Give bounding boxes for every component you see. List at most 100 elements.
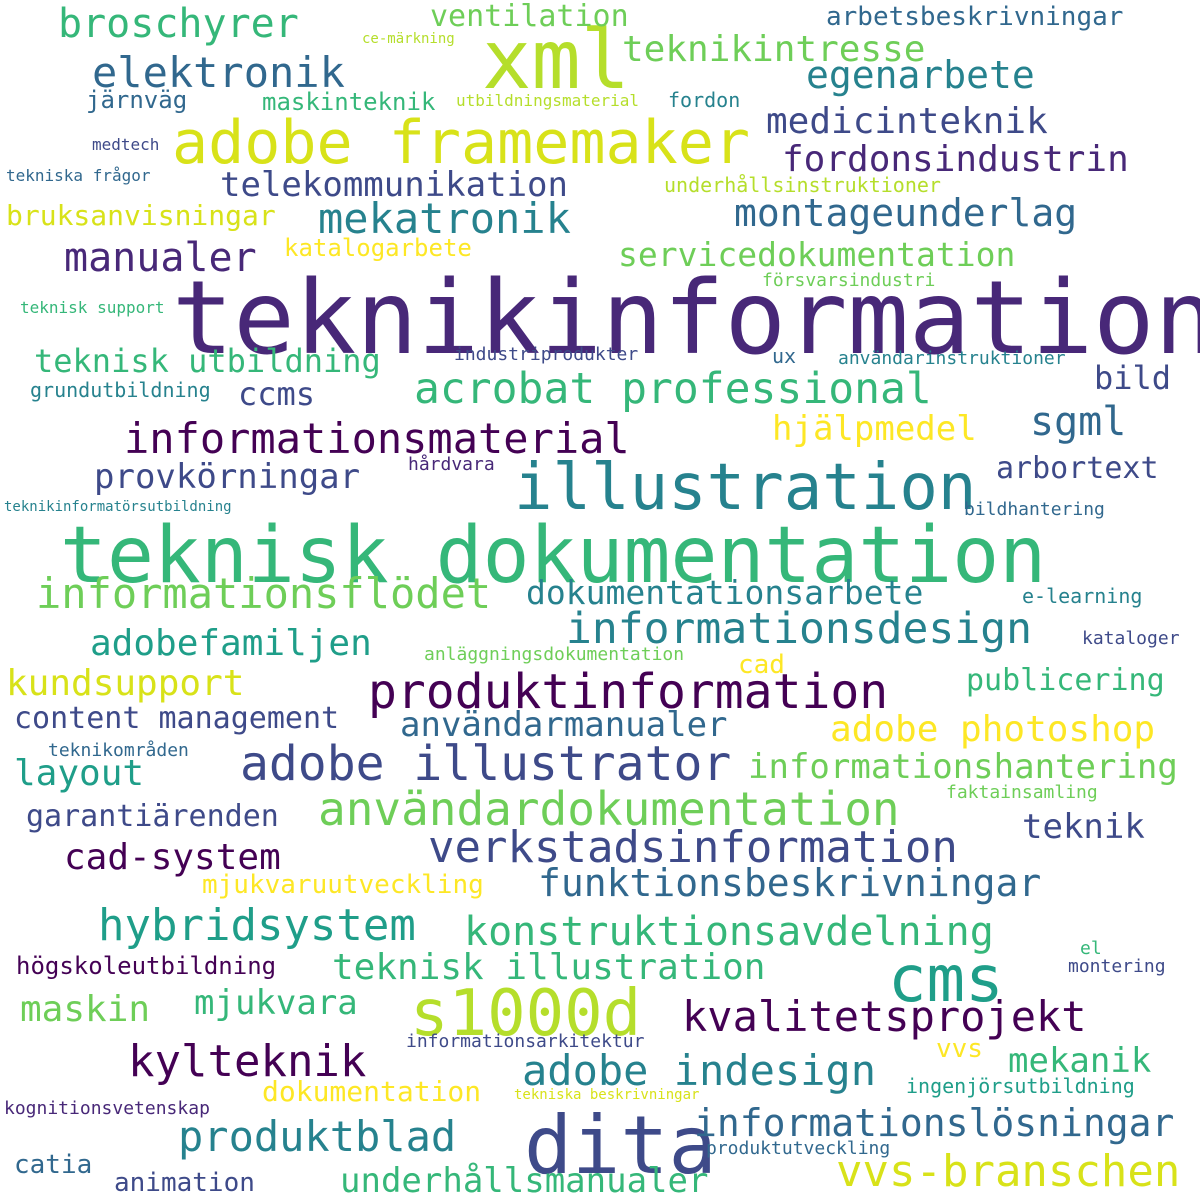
word: cad-system bbox=[64, 837, 281, 878]
word: informationsdesign bbox=[566, 604, 1032, 654]
word: sgml bbox=[1030, 399, 1127, 445]
word: el bbox=[1080, 938, 1102, 959]
word: mekanik bbox=[1008, 1041, 1152, 1081]
word: teknikintresse bbox=[622, 29, 926, 70]
word: informationsflödet bbox=[36, 569, 492, 618]
word: adobe photoshop bbox=[830, 709, 1156, 750]
word: provkörningar bbox=[94, 457, 361, 497]
word: vvs-branschen bbox=[836, 1146, 1181, 1197]
word: ingenjörsutbildning bbox=[906, 1074, 1135, 1098]
word: cms bbox=[888, 943, 1004, 1017]
word: garantiärenden bbox=[26, 799, 279, 834]
word: hybridsystem bbox=[98, 900, 416, 951]
word: hjälpmedel bbox=[772, 409, 977, 449]
word: kvalitetsprojekt bbox=[682, 992, 1087, 1041]
word: mjukvaruutveckling bbox=[202, 870, 484, 900]
word: catia bbox=[14, 1150, 93, 1180]
word: informationshantering bbox=[748, 747, 1178, 787]
word: teknisk utbildning bbox=[34, 342, 381, 380]
word: layout bbox=[14, 753, 145, 794]
word: bild bbox=[1094, 359, 1172, 397]
word: verkstadsinformation bbox=[428, 822, 958, 873]
word: ccms bbox=[238, 375, 316, 413]
word: informationsarkitektur bbox=[406, 1031, 645, 1052]
word: produktutveckling bbox=[706, 1138, 891, 1159]
word: teknik bbox=[1022, 807, 1145, 847]
word: produktinformation bbox=[368, 664, 889, 720]
word: teknikinformatörsutbildning bbox=[4, 499, 232, 515]
word: animation bbox=[114, 1168, 255, 1198]
word: kataloger bbox=[1082, 628, 1180, 649]
word: kundsupport bbox=[6, 663, 245, 704]
word: anläggningsdokumentation bbox=[424, 644, 685, 665]
word: teknikinformation bbox=[172, 259, 1200, 378]
word: katalogarbete bbox=[284, 234, 472, 262]
word: maskinteknik bbox=[262, 88, 436, 116]
word: fordonsindustrin bbox=[782, 139, 1129, 180]
word: fordon bbox=[668, 88, 741, 112]
word: montageunderlag bbox=[734, 191, 1078, 235]
word: dokumentationsarbete bbox=[526, 573, 924, 612]
word: elektronik bbox=[92, 48, 345, 97]
word: teknisk illustration bbox=[332, 947, 766, 988]
word: funktionsbeskrivningar bbox=[538, 861, 1042, 905]
word: acrobat professional bbox=[414, 364, 932, 414]
word: bruksanvisningar bbox=[6, 199, 276, 232]
word: adobe indesign bbox=[522, 1046, 877, 1095]
word: grundutbildning bbox=[30, 378, 211, 402]
word: ce-märkning bbox=[362, 31, 455, 47]
word: maskin bbox=[20, 989, 151, 1030]
word: informationsmaterial bbox=[124, 414, 630, 463]
word: s1000d bbox=[410, 977, 642, 1051]
word: content management bbox=[14, 701, 340, 736]
word: järnväg bbox=[86, 86, 188, 114]
word: arbortext bbox=[996, 451, 1159, 486]
word: kognitionsvetenskap bbox=[4, 1098, 210, 1119]
word: konstruktionsavdelning bbox=[464, 909, 994, 955]
word: vvs bbox=[936, 1034, 983, 1064]
word: teknikområden bbox=[48, 740, 189, 761]
word: egenarbete bbox=[806, 53, 1035, 97]
word: produktblad bbox=[178, 1112, 457, 1161]
word: teknisk support bbox=[20, 298, 165, 317]
word: dokumentation bbox=[262, 1075, 482, 1108]
word: användarinstruktioner bbox=[838, 348, 1066, 369]
word: adobe framemaker bbox=[172, 108, 750, 178]
word: publicering bbox=[966, 663, 1165, 698]
word: försvarsindustri bbox=[762, 270, 936, 291]
word: industriprodukter bbox=[454, 344, 639, 365]
word: medicinteknik bbox=[766, 101, 1048, 142]
word: högskoleutbildning bbox=[16, 952, 277, 980]
word: telekommunikation bbox=[220, 165, 568, 205]
word: illustration bbox=[514, 451, 977, 525]
word: tekniska frågor bbox=[6, 166, 151, 185]
word: mekatronik bbox=[318, 194, 571, 243]
word: servicedokumentation bbox=[618, 235, 1016, 274]
word: e-learning bbox=[1022, 584, 1143, 608]
word: arbetsbeskrivningar bbox=[826, 2, 1124, 32]
word: teknisk dokumentation bbox=[60, 511, 1047, 601]
word: användarmanualer bbox=[400, 705, 728, 745]
word: informationslösningar bbox=[694, 1101, 1175, 1145]
word: användardokumentation bbox=[318, 782, 900, 836]
word: kylteknik bbox=[128, 1036, 367, 1087]
word: cad bbox=[738, 650, 785, 680]
word: utbildningsmaterial bbox=[456, 91, 640, 110]
word: ux bbox=[772, 344, 797, 368]
word: ventilation bbox=[430, 0, 629, 34]
word: underhållsinstruktioner bbox=[664, 173, 941, 197]
word: medtech bbox=[92, 135, 160, 154]
word: adobe illustrator bbox=[240, 736, 732, 792]
word: hårdvara bbox=[408, 454, 495, 475]
word: xml bbox=[482, 13, 631, 108]
word: broschyrer bbox=[58, 1, 299, 47]
word: dita bbox=[524, 1099, 717, 1192]
word: faktainsamling bbox=[946, 782, 1098, 803]
word: montering bbox=[1068, 956, 1166, 977]
word: bildhantering bbox=[964, 499, 1105, 520]
word: adobefamiljen bbox=[90, 623, 372, 664]
word: underhållsmanualer bbox=[340, 1161, 709, 1200]
word: mjukvara bbox=[194, 983, 358, 1023]
word: tekniska beskrivningar bbox=[514, 1087, 700, 1103]
